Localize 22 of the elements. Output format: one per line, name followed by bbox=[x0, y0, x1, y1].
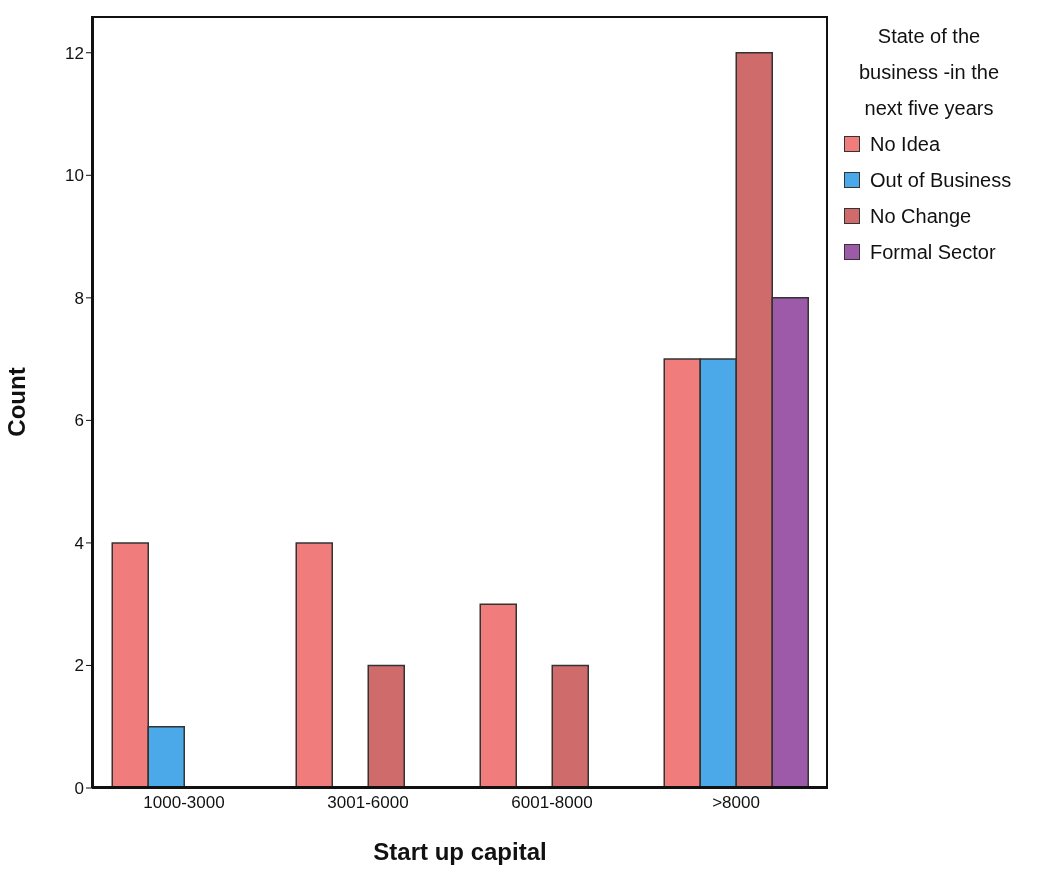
x-tick-label: 1000-3000 bbox=[143, 793, 225, 813]
y-tick-label: 12 bbox=[65, 43, 84, 63]
y-axis-title: Count bbox=[2, 367, 30, 437]
legend-label: Formal Sector bbox=[870, 240, 996, 264]
x-tick-label: >8000 bbox=[712, 793, 760, 813]
bar bbox=[479, 603, 517, 788]
y-tick-label: 2 bbox=[74, 656, 84, 676]
x-tick-label: 3001-6000 bbox=[327, 793, 409, 813]
legend-label: Out of Business bbox=[870, 168, 1012, 192]
y-tick-label: 10 bbox=[65, 166, 84, 186]
bar bbox=[551, 664, 589, 788]
x-axis-title: Start up capital bbox=[373, 838, 547, 865]
y-tick-label: 0 bbox=[74, 779, 84, 799]
legend-title: State of the business -in the next five years bbox=[857, 24, 1001, 121]
legend-label: No Idea bbox=[870, 132, 941, 156]
legend-label: No Change bbox=[870, 204, 972, 228]
bar bbox=[367, 664, 405, 788]
x-tick-label: 6001-8000 bbox=[511, 793, 593, 813]
y-tick-label: 8 bbox=[74, 288, 84, 308]
y-tick-label: 6 bbox=[74, 411, 84, 431]
y-tick-label: 4 bbox=[74, 533, 84, 553]
bar bbox=[295, 542, 333, 788]
